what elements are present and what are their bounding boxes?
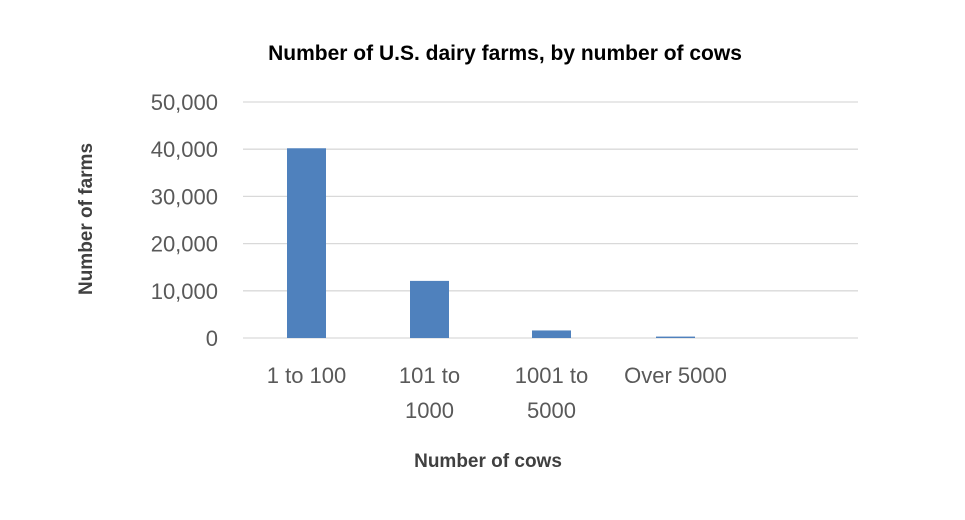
y-tick-label: 0	[206, 326, 218, 351]
x-tick-label-line: 5000	[527, 398, 576, 423]
x-tick-label-line: 1 to 100	[267, 363, 347, 388]
bar	[656, 336, 695, 338]
grid-layer	[243, 101, 858, 339]
x-axis-title: Number of cows	[414, 451, 562, 472]
x-tick-label: 1 to 100	[267, 363, 347, 388]
x-tick-label-line: 101 to	[399, 363, 460, 388]
y-tick-label: 20,000	[151, 232, 218, 257]
y-tick-labels: 0 10,000 20,000 30,000 40,000 50,000	[151, 90, 218, 351]
y-axis-title: Number of farms	[76, 143, 97, 295]
bar	[532, 330, 571, 338]
bars	[287, 148, 695, 338]
x-tick-label-line: Over 5000	[624, 363, 727, 388]
x-tick-labels: 1 to 100 101 to 1000 1001 to 5000 Over 5000	[267, 363, 727, 423]
x-tick-label: 101 to 1000	[399, 363, 460, 423]
x-tick-label: Over 5000	[624, 363, 727, 388]
y-tick-label: 40,000	[151, 137, 218, 162]
chart-title: Number of U.S. dairy farms, by number of…	[268, 42, 742, 65]
bar	[287, 148, 326, 338]
x-tick-label: 1001 to 5000	[515, 363, 588, 423]
x-tick-label-line: 1001 to	[515, 363, 588, 388]
y-tick-label: 50,000	[151, 90, 218, 115]
y-tick-label: 30,000	[151, 184, 218, 209]
bar	[410, 280, 449, 338]
y-tick-label: 10,000	[151, 279, 218, 304]
x-tick-label-line: 1000	[405, 398, 454, 423]
